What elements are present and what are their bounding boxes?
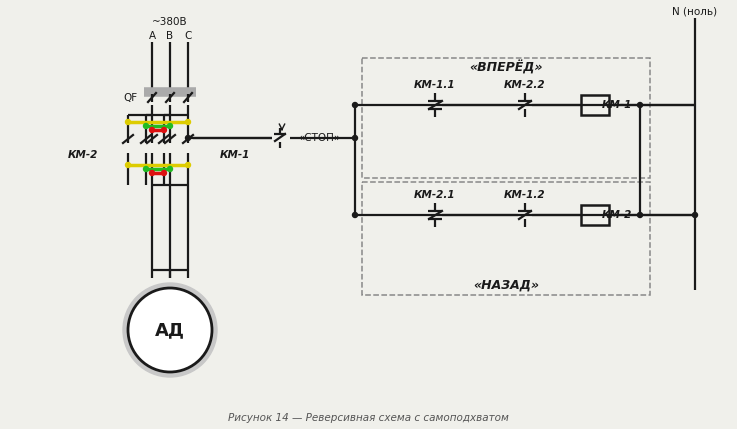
Text: C: C [184,31,192,41]
Circle shape [150,127,155,133]
Text: «ВПЕРЁД»: «ВПЕРЁД» [469,61,542,75]
Text: КМ-2: КМ-2 [602,210,632,220]
Text: КМ-2.1: КМ-2.1 [414,190,455,200]
Text: КМ-1: КМ-1 [220,150,251,160]
Text: QF: QF [124,93,138,103]
Text: ~380В: ~380В [152,17,188,27]
Text: КМ-1: КМ-1 [602,100,632,110]
Text: КМ-1.1: КМ-1.1 [414,80,455,90]
Circle shape [125,163,130,167]
Circle shape [167,166,172,172]
Circle shape [638,103,643,108]
Circle shape [144,166,148,172]
Text: КМ-2.2: КМ-2.2 [504,80,546,90]
Circle shape [186,120,190,124]
Text: «НАЗАД»: «НАЗАД» [473,278,539,291]
Circle shape [144,124,148,129]
Bar [581,95,609,115]
Circle shape [638,212,643,218]
Circle shape [693,212,697,218]
Circle shape [352,103,357,108]
Circle shape [186,163,190,167]
Text: N (ноль): N (ноль) [672,7,718,17]
Text: «СТОП»: «СТОП» [298,133,340,143]
Bar [581,205,609,225]
Text: КМ-2: КМ-2 [68,150,98,160]
Bar [362,58,650,178]
Circle shape [123,283,217,377]
Text: КМ-1.2: КМ-1.2 [504,190,546,200]
Circle shape [352,136,357,141]
Text: A: A [148,31,156,41]
Circle shape [128,288,212,372]
Circle shape [352,212,357,218]
Bar [362,182,650,295]
Circle shape [167,124,172,129]
Text: B: B [167,31,173,41]
Text: АД: АД [155,321,185,339]
Circle shape [186,136,190,141]
Circle shape [161,127,167,133]
Circle shape [161,170,167,175]
Circle shape [150,170,155,175]
Circle shape [125,120,130,124]
Text: Рисунок 14 — Реверсивная схема с самоподхватом: Рисунок 14 — Реверсивная схема с самопод… [228,413,509,423]
